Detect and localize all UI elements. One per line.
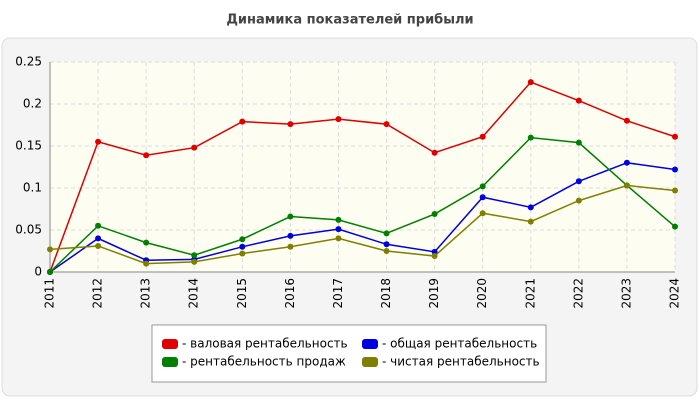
y-tick-label: 0.25 bbox=[15, 55, 42, 69]
point bbox=[287, 213, 294, 220]
point bbox=[239, 250, 246, 257]
legend-swatch bbox=[162, 357, 178, 367]
point bbox=[479, 194, 486, 201]
x-tick-label: 2018 bbox=[379, 278, 393, 309]
x-tick-label: 2011 bbox=[43, 278, 57, 309]
point bbox=[672, 187, 678, 194]
series-line bbox=[49, 81, 676, 273]
point bbox=[95, 138, 102, 145]
point bbox=[431, 248, 438, 255]
point bbox=[239, 243, 246, 250]
point bbox=[383, 230, 390, 237]
x-tick-label: 2013 bbox=[139, 278, 153, 309]
legend-label: - рентабельность продаж bbox=[182, 355, 346, 369]
point bbox=[672, 133, 678, 140]
series-line bbox=[49, 162, 676, 273]
point bbox=[95, 222, 102, 229]
plot-area bbox=[50, 62, 675, 272]
point bbox=[191, 252, 198, 259]
point bbox=[479, 210, 486, 217]
legend bbox=[151, 324, 547, 383]
point bbox=[95, 235, 102, 242]
point bbox=[527, 79, 534, 86]
point bbox=[383, 121, 390, 128]
point bbox=[191, 144, 198, 151]
point bbox=[239, 118, 246, 125]
point bbox=[527, 204, 534, 211]
point bbox=[623, 159, 630, 166]
point bbox=[335, 226, 342, 233]
point bbox=[383, 248, 390, 254]
point bbox=[431, 253, 438, 260]
point bbox=[335, 116, 342, 123]
x-tick-label: 2015 bbox=[235, 278, 249, 309]
point bbox=[575, 178, 582, 185]
point bbox=[143, 260, 150, 267]
y-tick-label: 0.2 bbox=[23, 97, 42, 111]
point bbox=[575, 139, 582, 146]
x-tick-label: 2012 bbox=[91, 278, 105, 309]
legend-label: - чистая рентабельность bbox=[382, 355, 540, 369]
point bbox=[575, 197, 582, 204]
point bbox=[623, 117, 630, 124]
point bbox=[287, 232, 294, 239]
x-tick-label: 2020 bbox=[475, 278, 489, 309]
point bbox=[335, 216, 342, 223]
point bbox=[239, 236, 246, 243]
x-tick-label: 2022 bbox=[571, 278, 585, 309]
y-tick-label: 0 bbox=[34, 265, 42, 279]
legend-label: - общая рентабельность bbox=[382, 337, 537, 351]
series-line bbox=[49, 184, 676, 265]
point bbox=[672, 223, 678, 230]
point bbox=[527, 134, 534, 141]
y-tick-label: 0.05 bbox=[15, 223, 42, 237]
point bbox=[383, 241, 390, 248]
point bbox=[143, 152, 150, 159]
point bbox=[575, 97, 582, 104]
point bbox=[431, 211, 438, 218]
x-tick-label: 2019 bbox=[427, 278, 441, 309]
x-tick-label: 2021 bbox=[523, 278, 537, 309]
point bbox=[95, 242, 102, 249]
point bbox=[623, 182, 630, 189]
point bbox=[672, 166, 678, 173]
point bbox=[431, 149, 438, 156]
legend-swatch bbox=[362, 339, 378, 349]
legend-swatch bbox=[162, 339, 178, 349]
legend-swatch bbox=[362, 357, 378, 367]
x-tick-label: 2024 bbox=[668, 278, 682, 309]
point bbox=[479, 183, 486, 190]
x-tick-label: 2023 bbox=[619, 278, 633, 309]
point bbox=[287, 121, 294, 128]
x-tick-label: 2014 bbox=[187, 278, 201, 309]
point bbox=[47, 269, 53, 275]
point bbox=[143, 239, 150, 246]
point bbox=[479, 133, 486, 140]
x-tick-label: 2017 bbox=[331, 278, 345, 309]
legend-label: - валовая рентабельность bbox=[182, 337, 348, 351]
point bbox=[47, 246, 53, 253]
chart-title: Динамика показателей прибыли bbox=[226, 13, 473, 28]
x-tick-label: 2016 bbox=[283, 278, 297, 309]
y-tick-label: 0.1 bbox=[23, 181, 42, 195]
y-tick-label: 0.15 bbox=[15, 139, 42, 153]
point bbox=[287, 243, 294, 250]
series-line bbox=[49, 136, 676, 273]
point bbox=[335, 235, 342, 242]
point bbox=[527, 218, 534, 225]
point bbox=[191, 258, 198, 265]
